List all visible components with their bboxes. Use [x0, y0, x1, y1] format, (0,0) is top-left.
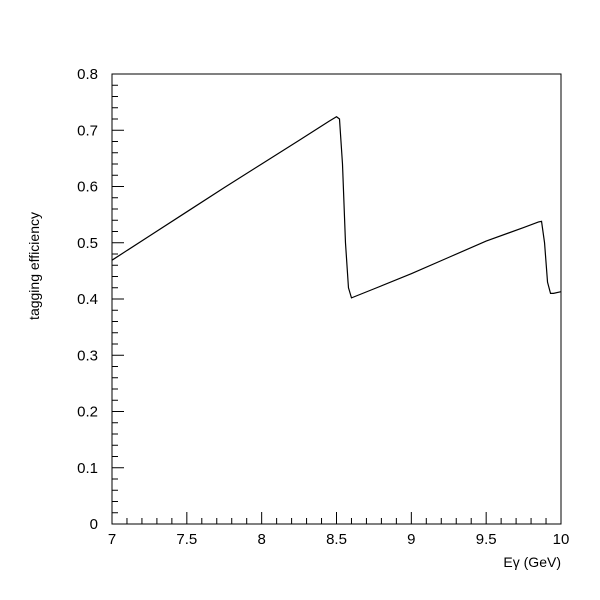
x-tick-label: 8.5 [326, 531, 347, 548]
y-tick-label: 0.1 [77, 460, 98, 477]
y-tick-label: 0.3 [77, 347, 98, 364]
x-tick-label: 9.5 [476, 531, 497, 548]
axis-tick-labels: 7 7.5 8 8.5 9 9.5 10 0 0.1 0.2 0.3 0.4 0.5 0.6 0.7 0.8 [77, 66, 569, 548]
x-tick-label: 8 [257, 531, 265, 548]
x-tick-label: 9 [407, 531, 415, 548]
series-line [111, 116, 562, 299]
y-tick-label: 0.4 [77, 291, 98, 308]
y-tick-label: 0.6 [77, 179, 98, 196]
x-axis-label: Eγ (GeV) [503, 554, 561, 570]
y-tick-label: 0.2 [77, 404, 98, 421]
y-tick-label: 0.7 [77, 122, 98, 139]
y-tick-label: 0 [90, 516, 98, 533]
x-tick-label: 7 [108, 531, 116, 548]
x-tick-label: 7.5 [176, 531, 197, 548]
axis-ticks [111, 73, 562, 525]
y-tick-label: 0.8 [77, 66, 98, 83]
x-tick-label: 10 [553, 531, 570, 548]
y-axis-label: tagging efficiency [26, 212, 42, 320]
plot-frame [111, 73, 562, 525]
y-tick-label: 0.5 [77, 235, 98, 252]
